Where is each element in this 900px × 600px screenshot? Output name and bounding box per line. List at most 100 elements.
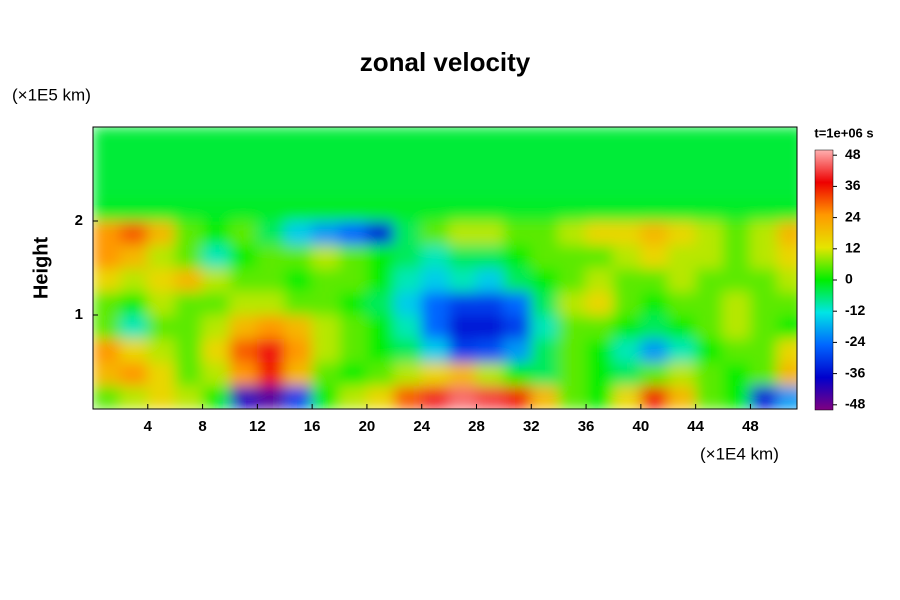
heat-cell (585, 197, 614, 222)
heat-cell (749, 385, 779, 409)
colorbar-tick-label: -24 (845, 333, 865, 349)
heat-cell (476, 314, 505, 339)
heat-cell (366, 267, 395, 292)
heat-cell (229, 197, 258, 222)
heat-cell (695, 220, 724, 245)
heat-cell (421, 197, 450, 222)
heat-cell (558, 220, 587, 245)
heat-cell (530, 291, 560, 316)
heat-cell (695, 314, 724, 339)
heat-cell (174, 338, 204, 363)
heat-cell (256, 197, 286, 222)
heat-cell (256, 150, 286, 175)
heat-cell (722, 338, 751, 363)
heat-cell (667, 127, 697, 151)
heat-cell (284, 220, 313, 245)
heat-cell (366, 338, 395, 363)
heat-cell (366, 385, 395, 409)
heat-cell (558, 197, 587, 222)
heat-cell (558, 127, 587, 151)
heat-cell (777, 127, 797, 151)
heat-cell (393, 173, 423, 198)
heat-cell (640, 127, 669, 151)
heat-cell (722, 361, 751, 386)
heat-cell (311, 173, 341, 198)
heat-cell (393, 127, 423, 151)
heat-cell (93, 338, 121, 363)
heat-cell (503, 338, 532, 363)
heat-cell (585, 338, 614, 363)
heat-cell (749, 291, 779, 316)
heat-cell (256, 314, 286, 339)
heat-cell (749, 197, 779, 222)
heat-cell (612, 291, 642, 316)
heat-cell (339, 173, 368, 198)
heat-cell (147, 385, 176, 409)
heat-cell (284, 291, 313, 316)
heat-cell (695, 338, 724, 363)
colorbar-tick-label: -36 (845, 364, 865, 380)
heat-cell (421, 244, 450, 269)
heat-cell (777, 385, 797, 409)
colorbar-tick-label: 24 (845, 208, 861, 224)
heat-cell (119, 338, 149, 363)
heat-cell (339, 361, 368, 386)
heat-cell (503, 291, 532, 316)
heat-cell (311, 291, 341, 316)
heat-cell (448, 220, 478, 245)
heat-cell (119, 220, 149, 245)
heat-cell (311, 150, 341, 175)
heat-cell (421, 361, 450, 386)
heat-cell (421, 314, 450, 339)
heat-cell (256, 127, 286, 151)
heat-cell (393, 291, 423, 316)
heat-cell (229, 361, 258, 386)
heat-cell (667, 220, 697, 245)
heat-cell (503, 244, 532, 269)
heat-cell (174, 291, 204, 316)
heat-cell (421, 385, 450, 409)
heat-cell (147, 291, 176, 316)
x-tick-label: 36 (578, 418, 595, 435)
x-tick-label: 44 (687, 418, 704, 435)
heat-cell (722, 127, 751, 151)
heat-cell (339, 220, 368, 245)
heat-cell (503, 173, 532, 198)
heat-cell (448, 197, 478, 222)
heat-cell (476, 244, 505, 269)
heat-cell (229, 267, 258, 292)
heat-cell (229, 220, 258, 245)
heat-cell (147, 220, 176, 245)
heat-cell (147, 338, 176, 363)
heat-cell (393, 338, 423, 363)
heat-cell (476, 267, 505, 292)
heat-cell (476, 127, 505, 151)
heat-cell (695, 173, 724, 198)
heat-cell (585, 314, 614, 339)
heat-cell (339, 291, 368, 316)
heat-cell (119, 127, 149, 151)
heat-cell (476, 197, 505, 222)
heat-cell (585, 361, 614, 386)
heat-cell (119, 150, 149, 175)
heat-cell (366, 127, 395, 151)
heat-cell (366, 173, 395, 198)
heat-cell (147, 173, 176, 198)
heat-cell (229, 314, 258, 339)
heat-cell (174, 267, 204, 292)
heat-cell (119, 385, 149, 409)
colorbar-tick-label: 0 (845, 271, 853, 287)
heat-cell (93, 267, 121, 292)
heat-cell (640, 220, 669, 245)
heat-cell (448, 338, 478, 363)
heat-cell (695, 361, 724, 386)
colorbar-tick-label: -48 (845, 396, 865, 412)
heat-cell (530, 150, 560, 175)
colorbar-tick-label: 36 (845, 177, 861, 193)
heat-cell (147, 361, 176, 386)
heat-cell (530, 127, 560, 151)
heat-cell (174, 220, 204, 245)
heat-cell (229, 173, 258, 198)
heat-cell (284, 127, 313, 151)
heat-cell (284, 267, 313, 292)
